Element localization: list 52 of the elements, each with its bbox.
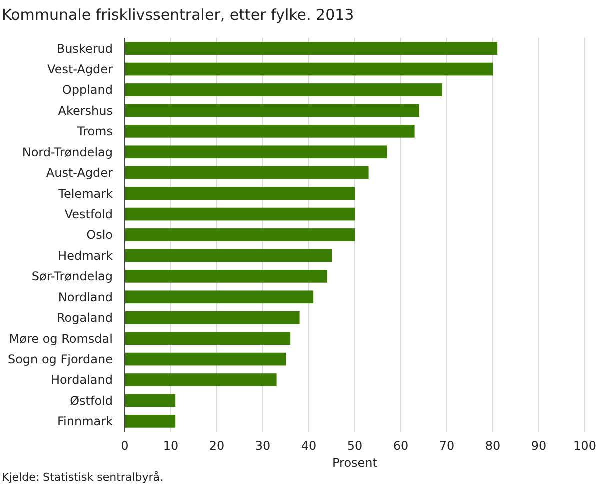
x-tick-label: 10 [163,439,179,453]
y-tick-label: Vest-Agder [48,62,114,76]
y-tick-label: Buskerud [56,42,113,56]
y-tick-label: Finnmark [58,414,114,429]
bar [125,290,314,304]
bar [125,394,176,408]
bar [125,42,498,55]
y-tick-label: Rogaland [56,311,113,326]
y-tick-label: Aust-Agder [46,166,114,180]
y-tick-label: Hordaland [51,373,113,388]
y-tick-label: Sør-Trøndelag [32,270,113,284]
x-tick-label: 0 [121,439,129,453]
y-tick-label: Nord-Trøndelag [22,145,113,160]
y-tick-label: Akershus [58,104,113,118]
bar [125,166,369,180]
bar [125,311,300,324]
x-tick-label: 30 [255,439,271,453]
bar [125,415,176,428]
bar [125,249,332,262]
bar [125,270,328,283]
y-tick-label: Vestfold [64,207,113,222]
x-tick-label: 80 [485,439,501,453]
chart-title: Kommunale frisklivssentraler, etter fylke. 2013 [2,6,354,24]
y-tick-label: Oppland [62,83,113,98]
x-tick-label: 90 [531,439,547,453]
bar [125,208,355,221]
bar [125,125,415,138]
x-tick-label: 20 [209,439,225,453]
x-tick-label: 60 [393,439,409,453]
bar [125,62,493,76]
y-tick-label: Østfold [70,394,113,408]
y-tick-label: Sogn og Fjordane [8,352,113,366]
x-axis-title: Prosent [332,456,378,470]
bar [125,104,420,118]
bar [125,374,277,386]
bar [125,332,291,345]
y-tick-label: Telemark [58,186,114,201]
x-tick-label: 70 [439,439,455,453]
text: Kjelde: Statistisk sentralbyrå. [2,471,164,484]
x-tick-label: 50 [347,439,363,453]
bar [125,352,286,366]
x-tick-label: 40 [301,439,317,453]
bar [125,146,388,159]
bar [125,84,442,96]
y-tick-label: Nordland [58,290,113,304]
y-tick-label: Hedmark [58,248,114,263]
y-tick-label: Oslo [86,228,113,242]
x-tick-label: 100 [574,439,596,453]
bar [125,228,355,242]
y-tick-label: Troms [76,124,113,139]
bar [125,187,355,200]
y-tick-label: Møre og Romsdal [9,332,113,346]
